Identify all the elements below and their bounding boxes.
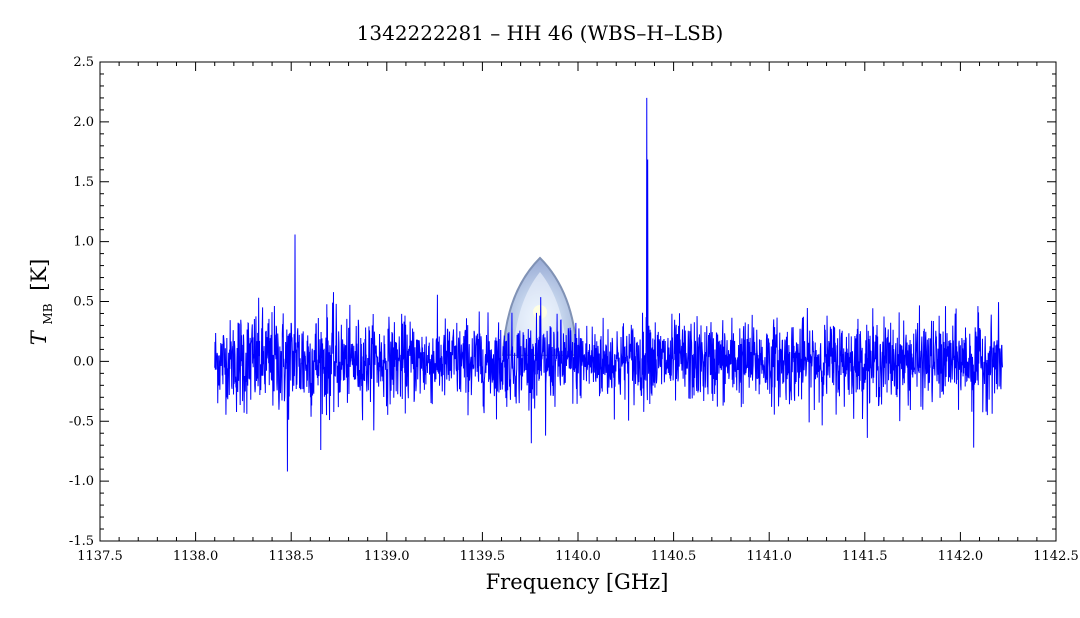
- x-tick-label: 1142.5: [1033, 549, 1079, 564]
- y-tick-label: 0.0: [73, 354, 94, 369]
- x-axis-title: Frequency [GHz]: [486, 570, 669, 594]
- y-tick-label: -1.0: [69, 474, 94, 489]
- x-tick-label: 1140.0: [555, 549, 601, 564]
- y-tick-labels: 2.5 2.0 1.5 1.0 0.5 0.0 -0.5 -1.0 -1.5: [69, 55, 94, 549]
- x-tick-label: 1138.5: [268, 549, 314, 564]
- y-tick-label: -0.5: [69, 414, 94, 429]
- x-tick-label: 1139.5: [460, 549, 506, 564]
- y-axis-title: T MB [K]: [27, 259, 57, 346]
- y-tick-label: 0.5: [73, 295, 94, 310]
- x-tick-labels: 1137.5 1138.0 1138.5 1139.0 1139.5 1140.0 1140…: [77, 549, 1079, 564]
- y-axis-unit: [K]: [27, 259, 51, 291]
- chart-title: 1342222281 – HH 46 (WBS–H–LSB): [357, 21, 724, 45]
- x-tick-label: 1141.0: [746, 549, 792, 564]
- spectrum-series-line: [214, 97, 1003, 472]
- y-tick-label: 2.5: [73, 55, 94, 70]
- x-tick-label: 1141.5: [842, 549, 888, 564]
- plot-frame: [99, 61, 1057, 542]
- x-tick-label: 1139.0: [364, 549, 410, 564]
- y-tick-label: -1.5: [69, 534, 94, 549]
- y-axis-symbol: T: [27, 329, 51, 345]
- y-tick-label: 1.0: [73, 235, 94, 250]
- x-tick-label: 1140.5: [651, 549, 697, 564]
- x-tick-label: 1138.0: [173, 549, 219, 564]
- axis-ticks: [99, 61, 1057, 542]
- y-axis-subscript: MB: [41, 303, 55, 324]
- y-tick-label: 2.0: [73, 115, 94, 130]
- x-tick-label: 1142.0: [938, 549, 984, 564]
- y-tick-label: 1.5: [73, 175, 94, 190]
- svg-text:T MB [K]: T MB [K]: [27, 259, 57, 346]
- x-tick-label: 1137.5: [77, 549, 123, 564]
